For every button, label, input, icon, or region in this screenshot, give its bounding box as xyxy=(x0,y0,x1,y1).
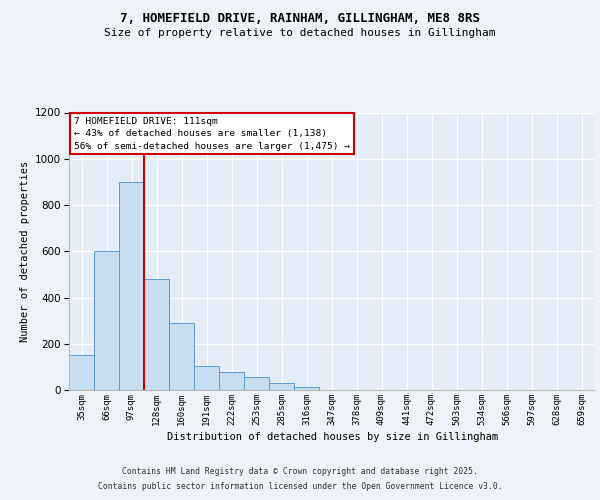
Bar xyxy=(219,372,244,390)
Bar xyxy=(194,366,219,390)
Bar xyxy=(144,279,169,390)
Text: Contains public sector information licensed under the Open Government Licence v3: Contains public sector information licen… xyxy=(98,482,502,491)
Bar xyxy=(244,378,269,390)
Text: Contains HM Land Registry data © Crown copyright and database right 2025.: Contains HM Land Registry data © Crown c… xyxy=(122,467,478,476)
Bar xyxy=(69,356,94,390)
Bar xyxy=(294,386,319,390)
Bar xyxy=(169,323,194,390)
Bar xyxy=(119,182,144,390)
Text: 7, HOMEFIELD DRIVE, RAINHAM, GILLINGHAM, ME8 8RS: 7, HOMEFIELD DRIVE, RAINHAM, GILLINGHAM,… xyxy=(120,12,480,26)
Text: Size of property relative to detached houses in Gillingham: Size of property relative to detached ho… xyxy=(104,28,496,38)
Bar xyxy=(269,383,294,390)
Text: 7 HOMEFIELD DRIVE: 111sqm
← 43% of detached houses are smaller (1,138)
56% of se: 7 HOMEFIELD DRIVE: 111sqm ← 43% of detac… xyxy=(74,116,350,150)
Bar xyxy=(94,251,119,390)
Text: Distribution of detached houses by size in Gillingham: Distribution of detached houses by size … xyxy=(167,432,499,442)
Y-axis label: Number of detached properties: Number of detached properties xyxy=(20,160,29,342)
